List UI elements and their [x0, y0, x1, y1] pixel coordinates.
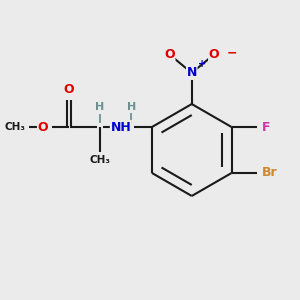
Text: F: F [262, 121, 271, 134]
Text: +: + [198, 59, 206, 69]
Text: −: − [226, 46, 237, 59]
Text: O: O [64, 83, 74, 96]
Text: H: H [127, 102, 136, 112]
Text: N: N [187, 66, 197, 80]
Text: Br: Br [262, 167, 278, 179]
Text: NH: NH [110, 121, 131, 134]
Text: O: O [164, 48, 175, 61]
Text: CH₃: CH₃ [89, 155, 110, 165]
Text: O: O [38, 121, 48, 134]
Text: H: H [95, 102, 105, 112]
Text: O: O [209, 48, 219, 61]
Text: CH₃: CH₃ [4, 122, 25, 132]
